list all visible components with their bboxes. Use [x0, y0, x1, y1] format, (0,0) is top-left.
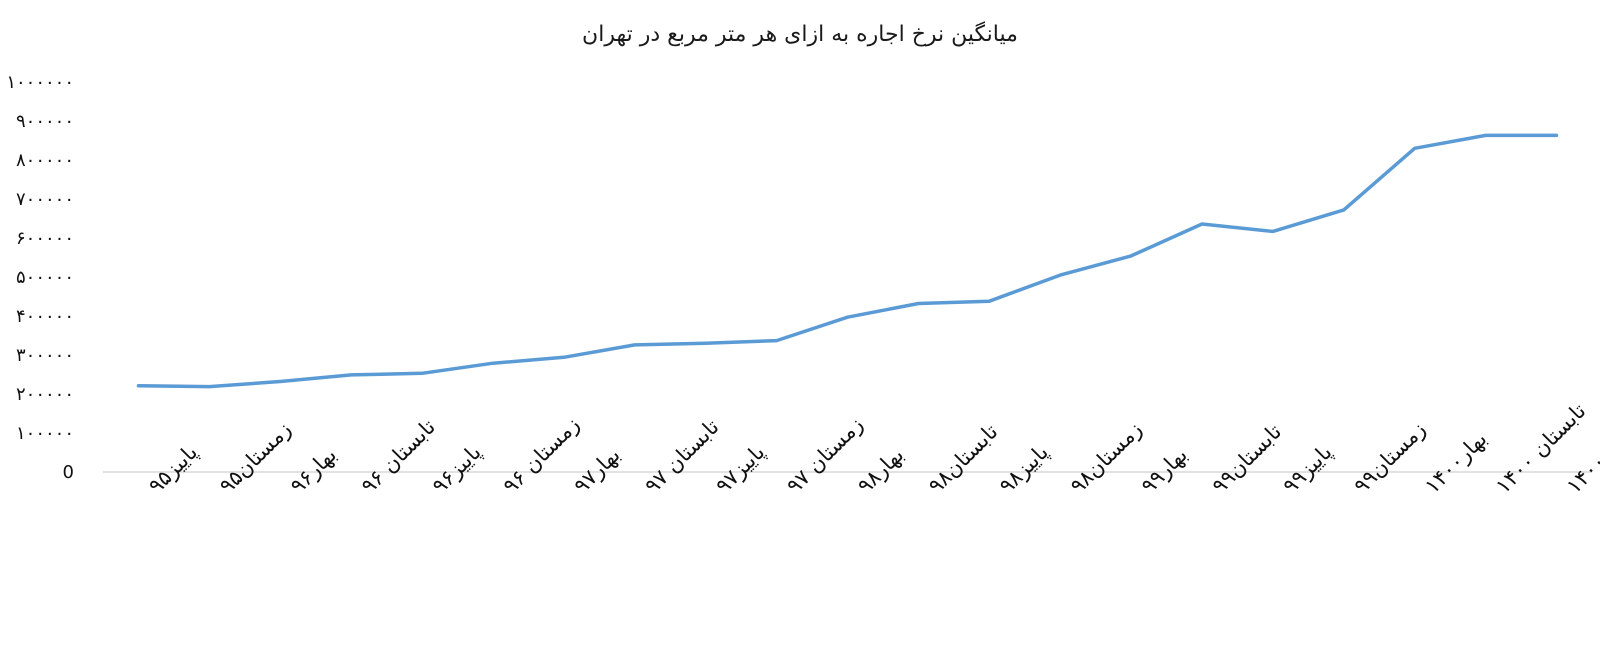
data-point [207, 385, 211, 389]
x-tick-label: پاییز۹۷ [711, 440, 769, 498]
x-tick-label: تابستان۹۹ [1207, 419, 1286, 498]
data-point [704, 341, 708, 345]
data-point [987, 299, 991, 303]
data-point [1200, 222, 1204, 226]
data-point [775, 339, 779, 343]
data-points [136, 133, 1558, 388]
x-tick-label: پاییز۹۹ [1278, 440, 1336, 498]
data-point [420, 371, 424, 375]
x-tick-label: زمستان۹۸ [1066, 417, 1147, 498]
y-tick-label: ۱۰۰۰۰۰۰ [6, 72, 74, 93]
y-axis-ticks: 0 ۱۰۰۰۰۰ ۲۰۰۰۰۰ ۳۰۰۰۰۰ ۴۰۰۰۰۰ ۵۰۰۰۰۰ ۶۰۰۰۰۰ ۷۰۰… [6, 72, 74, 483]
data-point [1413, 146, 1417, 150]
data-point [136, 384, 140, 388]
x-tick-label: پاییز۹۸ [995, 440, 1053, 498]
x-tick-label: پاییز۹۶ [427, 440, 485, 498]
y-tick-label: ۱۰۰۰۰۰ [16, 423, 74, 444]
y-tick-label: ۶۰۰۰۰۰ [16, 228, 74, 249]
y-tick-label: ۳۰۰۰۰۰ [16, 345, 74, 366]
data-point [562, 355, 566, 359]
x-tick-label: بهار۹۸ [853, 443, 909, 499]
x-tick-label: بهار۱۴۰۰ [1420, 427, 1492, 499]
x-tick-label: بهار۹۷ [569, 443, 625, 499]
y-tick-label: ۵۰۰۰۰۰ [16, 267, 74, 288]
chart-title: میانگین نرخ اجاره به ازای هر متر مربع در… [582, 21, 1018, 47]
y-tick-label: ۴۰۰۰۰۰ [16, 306, 74, 327]
data-point [1271, 229, 1275, 233]
x-tick-label: پاییز۹۵ [144, 440, 202, 498]
y-tick-label: ۷۰۰۰۰۰ [16, 189, 74, 210]
data-point [916, 302, 920, 306]
y-tick-label: 0 [63, 462, 74, 483]
data-point [1342, 208, 1346, 212]
data-point [278, 380, 282, 384]
x-tick-label: زمستان۹۹ [1349, 417, 1430, 498]
x-tick-label: زمستان ۹۷ [782, 412, 868, 498]
y-tick-label: ۲۰۰۰۰۰ [16, 384, 74, 405]
data-point [1555, 133, 1559, 137]
data-point [1484, 133, 1488, 137]
data-point [846, 315, 850, 319]
x-tick-label: زمستان۹۵ [215, 417, 296, 498]
data-point [349, 373, 353, 377]
data-point [1129, 254, 1133, 258]
data-point [491, 361, 495, 365]
x-tick-label: تابستان ۹۶ [356, 415, 440, 499]
data-point [1058, 273, 1062, 277]
x-tick-label: بهار۹۶ [286, 443, 342, 499]
y-tick-label: ۹۰۰۰۰۰ [16, 111, 74, 132]
x-tick-label: زمستان ۹۶ [498, 412, 584, 498]
x-tick-label: بهار۹۹ [1136, 443, 1192, 499]
series-line [139, 135, 1557, 386]
x-tick-label: تابستان۹۸ [924, 419, 1003, 498]
x-tick-label: تابستان ۹۷ [640, 415, 724, 499]
data-point [633, 343, 637, 347]
y-tick-label: ۸۰۰۰۰۰ [16, 150, 74, 171]
